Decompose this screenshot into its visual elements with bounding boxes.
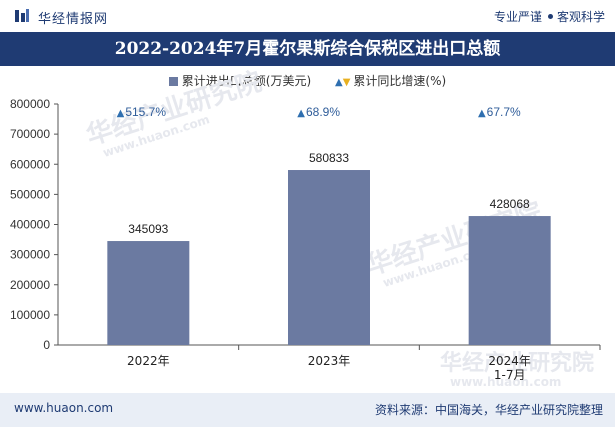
growth-rate-label: 67.7% [487,105,521,119]
bar-value-label: 428068 [490,197,530,211]
y-tick-label: 300000 [10,248,50,262]
chart-title: 2022-2024年7月霍尔果斯综合保税区进出口总额 [0,32,615,66]
chart-legend: 累计进出口总额(万美元) ▲▼ 累计同比增速(%) [0,72,615,92]
y-tick-label: 700000 [10,127,50,141]
watermark-text: 华经产业研究院 [83,66,266,152]
slogan: 专业严谨 客观科学 [494,8,605,25]
growth-rate-label: 515.7% [125,105,166,119]
y-tick-label: 400000 [10,218,50,232]
y-tick-label: 200000 [10,278,50,292]
huajing-logo-icon [15,9,29,22]
y-tick-label: 800000 [10,97,50,111]
footer: www.huaon.com 资料来源：中国海关，华经产业研究院整理 [0,393,615,427]
growth-up-arrow-icon: ▲ [117,108,125,119]
legend-item-growth: ▲▼ 累计同比增速(%) [335,72,446,89]
watermark-url: www.huaon.com [450,375,561,389]
x-category-label: 2023年 [308,354,351,368]
x-category-label: 2022年 [127,354,170,368]
footer-site-link[interactable]: www.huaon.com [14,401,114,415]
x-category-label: 2024年 [488,354,531,368]
y-tick-label: 0 [43,338,50,352]
bar-chart: 华经产业研究院www.huaon.com华经产业研究院www.huaon.com… [10,66,601,389]
legend-growth-label: 累计同比增速(%) [353,74,447,88]
bar [107,241,190,345]
bar-value-label: 345093 [128,222,168,236]
watermark-text: 华经产业研究院 [440,350,594,376]
slogan-left: 专业严谨 [493,10,542,24]
triangle-down-icon: ▼ [342,77,351,88]
y-tick-label: 500000 [10,187,50,201]
y-tick-label: 600000 [10,157,50,171]
top-bar: 华经情报网 专业严谨 客观科学 [0,0,615,32]
bar [288,170,370,345]
brand-name: 华经情报网 [38,12,109,27]
bar [468,216,551,345]
footer-source: 资料来源：中国海关，华经产业研究院整理 [374,403,603,417]
slogan-right: 客观科学 [556,10,605,24]
growth-up-arrow-icon: ▲ [478,108,486,119]
y-tick-label: 100000 [10,308,50,322]
slogan-dot-icon [547,14,553,19]
legend-item-bar: 累计进出口总额(万美元) [168,72,312,89]
x-category-label: 1-7月 [494,368,526,382]
triangle-up-icon: ▲ [335,77,343,88]
legend-bar-swatch-icon [168,77,178,86]
growth-up-arrow-icon: ▲ [297,108,305,119]
legend-bar-label: 累计进出口总额(万美元) [181,74,312,88]
bar-value-label: 580833 [309,151,349,165]
growth-rate-label: 68.9% [306,105,340,119]
